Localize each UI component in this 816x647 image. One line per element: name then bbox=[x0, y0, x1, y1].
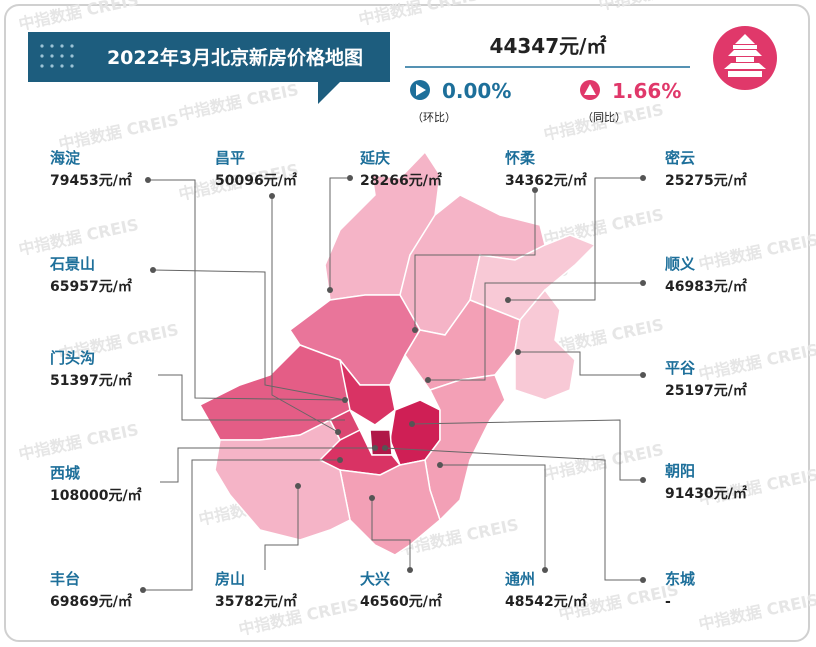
district-name: 密云 bbox=[665, 149, 695, 167]
district-name: 怀柔 bbox=[505, 149, 536, 167]
district-name: 昌平 bbox=[215, 149, 245, 167]
district-price: 28266元/㎡ bbox=[360, 172, 442, 189]
district-name: 丰台 bbox=[50, 570, 80, 588]
district-price: - bbox=[665, 594, 671, 610]
district-price: 48542元/㎡ bbox=[505, 593, 587, 610]
district-name: 门头沟 bbox=[50, 349, 95, 367]
yoy-arrow bbox=[584, 84, 596, 95]
yoy-label: （同比） bbox=[582, 111, 626, 124]
district-name: 东城 bbox=[665, 570, 695, 588]
district-name: 房山 bbox=[215, 570, 245, 588]
district-price: 79453元/㎡ bbox=[50, 172, 132, 189]
district-price: 91430元/㎡ bbox=[665, 485, 747, 502]
mom-label: （环比） bbox=[412, 111, 456, 124]
district-price: 50096元/㎡ bbox=[215, 172, 297, 189]
district-name: 通州 bbox=[505, 570, 535, 588]
fangshan bbox=[214, 418, 351, 541]
district-price: 69869元/㎡ bbox=[50, 593, 132, 610]
yoy-value: 1.66% bbox=[612, 79, 681, 103]
daxing bbox=[339, 459, 441, 556]
district-price: 108000元/㎡ bbox=[50, 487, 142, 504]
average-price: 44347元/㎡ bbox=[490, 34, 607, 58]
district-price: 46560元/㎡ bbox=[360, 593, 442, 610]
district-price: 25275元/㎡ bbox=[665, 172, 747, 189]
district-name: 石景山 bbox=[49, 255, 95, 273]
banner-dots bbox=[40, 44, 74, 68]
district-name: 朝阳 bbox=[665, 462, 695, 480]
district-name: 西城 bbox=[50, 464, 80, 482]
district-price: 51397元/㎡ bbox=[50, 372, 132, 389]
district-price: 65957元/㎡ bbox=[50, 278, 132, 295]
leader-lines bbox=[140, 175, 646, 593]
district-name: 海淀 bbox=[50, 149, 81, 167]
xicheng-dongcheng bbox=[369, 429, 393, 456]
beijing-map bbox=[198, 150, 597, 556]
title: 2022年3月北京新房价格地图 bbox=[107, 46, 363, 69]
district-name: 顺义 bbox=[665, 255, 695, 273]
district-name: 延庆 bbox=[359, 149, 390, 167]
mom-value: 0.00% bbox=[442, 79, 511, 103]
district-labels: 海淀 79453元/㎡ 昌平 50096元/㎡ 延庆 28266元/㎡ 怀柔 34362元/㎡… bbox=[49, 149, 747, 610]
title-banner bbox=[28, 32, 390, 104]
tongzhou bbox=[424, 374, 506, 522]
district-name: 大兴 bbox=[360, 570, 390, 588]
temple-icon bbox=[724, 34, 766, 77]
district-price: 34362元/㎡ bbox=[505, 172, 587, 189]
district-price: 25197元/㎡ bbox=[665, 382, 747, 399]
mom-arrow bbox=[416, 84, 426, 96]
district-price: 46983元/㎡ bbox=[665, 278, 747, 295]
district-price: 35782元/㎡ bbox=[215, 593, 297, 610]
district-name: 平谷 bbox=[665, 359, 696, 377]
